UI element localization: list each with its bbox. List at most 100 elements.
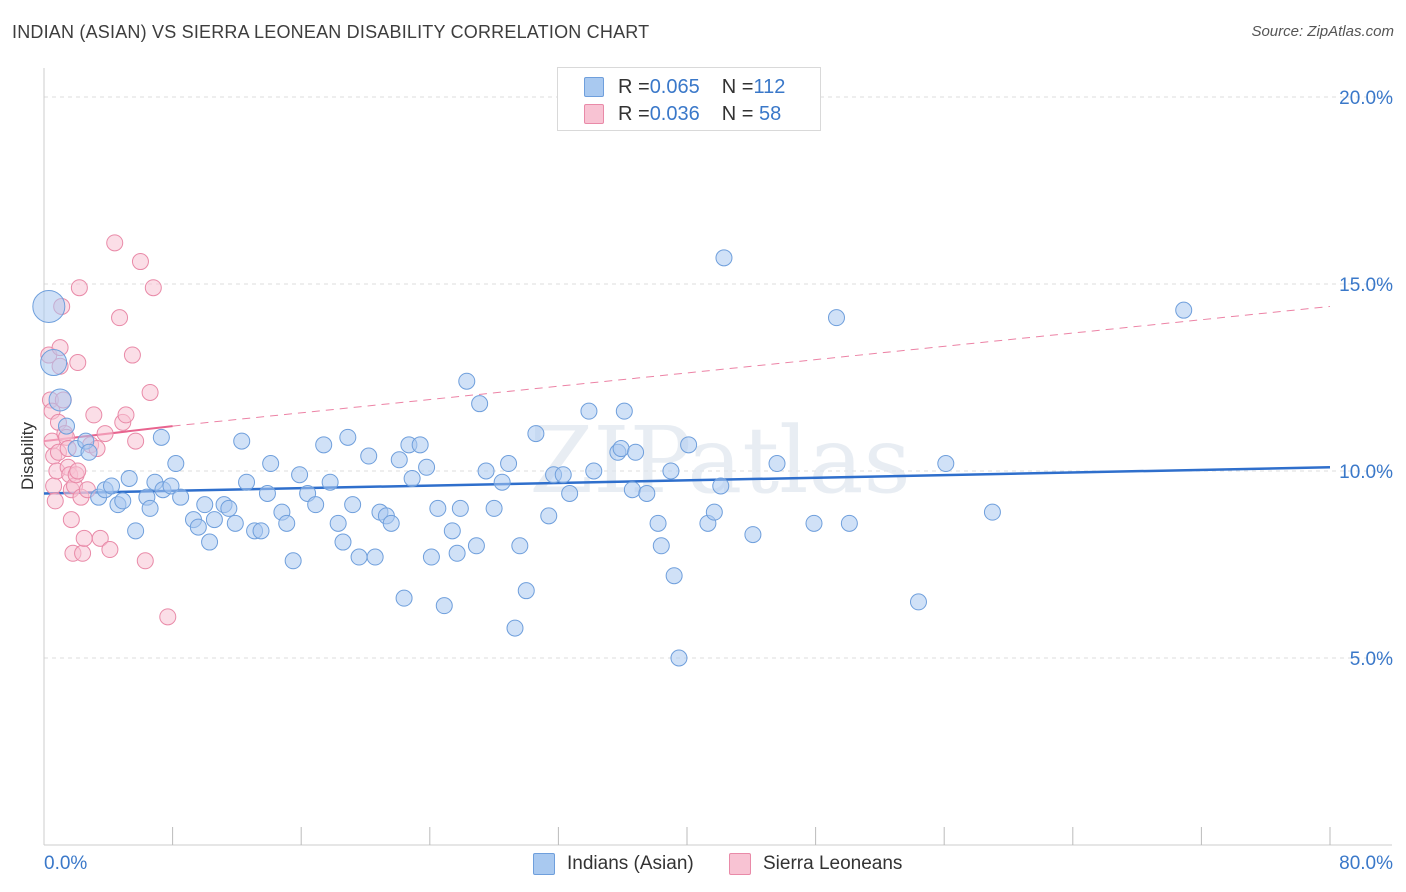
legend-swatch-pink bbox=[729, 853, 751, 875]
indian-point bbox=[32, 289, 66, 323]
indian-point bbox=[705, 503, 723, 521]
axes bbox=[43, 68, 1392, 846]
indian-point bbox=[506, 619, 524, 637]
indian-point bbox=[120, 469, 138, 487]
indian-point bbox=[360, 447, 378, 465]
indian-point bbox=[1175, 301, 1193, 319]
indian-point bbox=[103, 477, 121, 495]
indian-point bbox=[805, 514, 823, 532]
indian-point bbox=[48, 388, 72, 412]
y-axis-label: Disability bbox=[18, 421, 37, 490]
indian-point bbox=[233, 432, 251, 450]
x-tick-label: 80.0% bbox=[1339, 853, 1393, 874]
sierra-trend-dashed bbox=[172, 305, 1331, 427]
indian-point bbox=[334, 533, 352, 551]
indian-point bbox=[649, 514, 667, 532]
r-value: 0.065 bbox=[649, 75, 700, 98]
sierra-point bbox=[74, 544, 92, 562]
legend-swatch-blue bbox=[533, 853, 555, 875]
sierra-point bbox=[117, 406, 135, 424]
indian-point bbox=[615, 402, 633, 420]
indian-point bbox=[983, 503, 1001, 521]
tick-labels: 5.0% 10.0% 15.0% 20.0% 0.0% 80.0% bbox=[44, 88, 1393, 874]
indian-point bbox=[226, 514, 244, 532]
n-label: N = bbox=[721, 102, 754, 125]
indian-point bbox=[201, 533, 219, 551]
indian-point bbox=[390, 451, 408, 469]
legend-item-sierra: Sierra Leoneans bbox=[729, 851, 902, 877]
sierra-point bbox=[46, 492, 64, 510]
n-label: N = bbox=[721, 75, 754, 98]
sierra-point bbox=[159, 608, 177, 626]
indian-point bbox=[580, 402, 598, 420]
indian-point bbox=[220, 499, 238, 517]
indian-point bbox=[307, 496, 325, 514]
y-tick-label: 20.0% bbox=[1339, 88, 1393, 109]
indian-point bbox=[152, 428, 170, 446]
indian-point bbox=[80, 443, 98, 461]
n-value: 112 bbox=[753, 75, 786, 98]
indian-point bbox=[527, 425, 545, 443]
sierra-point bbox=[101, 541, 119, 559]
indian-point bbox=[670, 649, 688, 667]
indian-point bbox=[366, 548, 384, 566]
indian-point bbox=[485, 499, 503, 517]
indian-point bbox=[315, 436, 333, 454]
indian-point bbox=[258, 484, 276, 502]
indian-point bbox=[715, 249, 733, 267]
indian-point bbox=[411, 436, 429, 454]
n-value: 58 bbox=[753, 102, 782, 125]
indian-point bbox=[467, 537, 485, 555]
r-value: 0.036 bbox=[649, 102, 700, 125]
sierra-point bbox=[127, 432, 145, 450]
r-label: R = bbox=[618, 102, 650, 125]
indian-point bbox=[196, 496, 214, 514]
legend-label-indian: Indians (Asian) bbox=[567, 853, 694, 874]
y-tick-label: 15.0% bbox=[1339, 275, 1393, 296]
sierra-point bbox=[75, 529, 93, 547]
indian-point bbox=[585, 462, 603, 480]
indian-point bbox=[511, 537, 529, 555]
indian-point bbox=[561, 484, 579, 502]
sierra-point bbox=[96, 425, 114, 443]
indian-point bbox=[167, 455, 185, 473]
indian-point bbox=[448, 544, 466, 562]
indian-point bbox=[205, 511, 223, 529]
sierra-point bbox=[70, 279, 88, 297]
sierra-point bbox=[141, 383, 159, 401]
indian-point bbox=[429, 499, 447, 517]
indian-point bbox=[477, 462, 495, 480]
indian-point bbox=[662, 462, 680, 480]
indian-point bbox=[623, 481, 641, 499]
indian-trend-line bbox=[43, 466, 1331, 495]
indian-point bbox=[612, 440, 630, 458]
indian-point bbox=[262, 455, 280, 473]
indian-point bbox=[141, 499, 159, 517]
sierra-point bbox=[69, 462, 87, 480]
indian-point bbox=[909, 593, 927, 611]
y-tick-label: 5.0% bbox=[1350, 649, 1393, 670]
indian-point bbox=[471, 395, 489, 413]
indian-point bbox=[382, 514, 400, 532]
indian-point bbox=[422, 548, 440, 566]
source-label: Source: ZipAtlas.com bbox=[1251, 23, 1394, 40]
indian-point bbox=[840, 514, 858, 532]
indian-point bbox=[937, 455, 955, 473]
indian-point bbox=[127, 522, 145, 540]
indian-point bbox=[395, 589, 413, 607]
sierra-point bbox=[85, 406, 103, 424]
legend-swatch-pink bbox=[584, 104, 604, 124]
indian-point bbox=[278, 514, 296, 532]
indian-point bbox=[238, 473, 256, 491]
indian-point bbox=[827, 309, 845, 327]
indian-point bbox=[443, 522, 461, 540]
chart-title: INDIAN (ASIAN) VS SIERRA LEONEAN DISABIL… bbox=[12, 22, 650, 42]
sierra-point bbox=[69, 354, 87, 372]
indian-point bbox=[638, 484, 656, 502]
indian-point bbox=[329, 514, 347, 532]
indian-point bbox=[458, 372, 476, 390]
legend-label-sierra: Sierra Leoneans bbox=[763, 853, 903, 874]
legend-row-sierra: R = 0.036 N = 58 bbox=[584, 102, 781, 126]
r-label: R = bbox=[618, 75, 650, 98]
